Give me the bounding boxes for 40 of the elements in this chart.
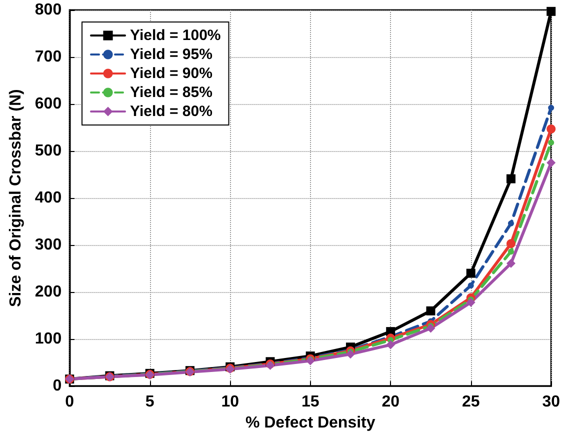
point [548, 104, 554, 111]
legend-label: Yield = 90% [130, 65, 212, 82]
point [506, 174, 516, 184]
point [386, 340, 396, 350]
y-tick-label: 400 [34, 190, 62, 207]
point [506, 258, 516, 268]
point [426, 324, 436, 333]
point [546, 158, 556, 168]
legend-label: Yield = 85% [130, 84, 212, 101]
point [546, 6, 556, 16]
point [506, 239, 516, 248]
y-tick-label: 200 [34, 284, 62, 301]
point [508, 248, 514, 255]
x-tick-label: 0 [65, 394, 74, 411]
x-tick-label: 5 [145, 394, 154, 411]
point [346, 350, 355, 359]
y-tick-label: 0 [52, 378, 62, 395]
y-tick-label: 300 [34, 236, 62, 254]
legend-label: Yield = 80% [130, 103, 212, 120]
point [546, 124, 556, 134]
y-tick-label: 800 [34, 2, 62, 18]
point [508, 220, 514, 226]
y-tick-label: 500 [34, 142, 62, 160]
point [548, 140, 554, 146]
y-tick-label: 100 [34, 330, 62, 348]
x-tick-label: 20 [382, 394, 400, 411]
y-axis-title: Size of Original Crossbar (N) [8, 89, 24, 307]
x-tick-label: 25 [462, 394, 480, 411]
x-tick-label: 15 [301, 394, 320, 411]
point [466, 298, 476, 307]
y-tick-label: 700 [34, 48, 62, 66]
legend-label: Yield = 100% [130, 27, 221, 44]
y-tick-label: 600 [34, 96, 62, 113]
point [466, 268, 476, 278]
x-tick-label: 10 [221, 394, 240, 411]
x-tick-label: 30 [542, 394, 560, 411]
x-axis-title: % Defect Density [245, 414, 376, 432]
point [426, 306, 436, 316]
legend-label: Yield = 95% [130, 46, 212, 63]
point [468, 282, 474, 288]
